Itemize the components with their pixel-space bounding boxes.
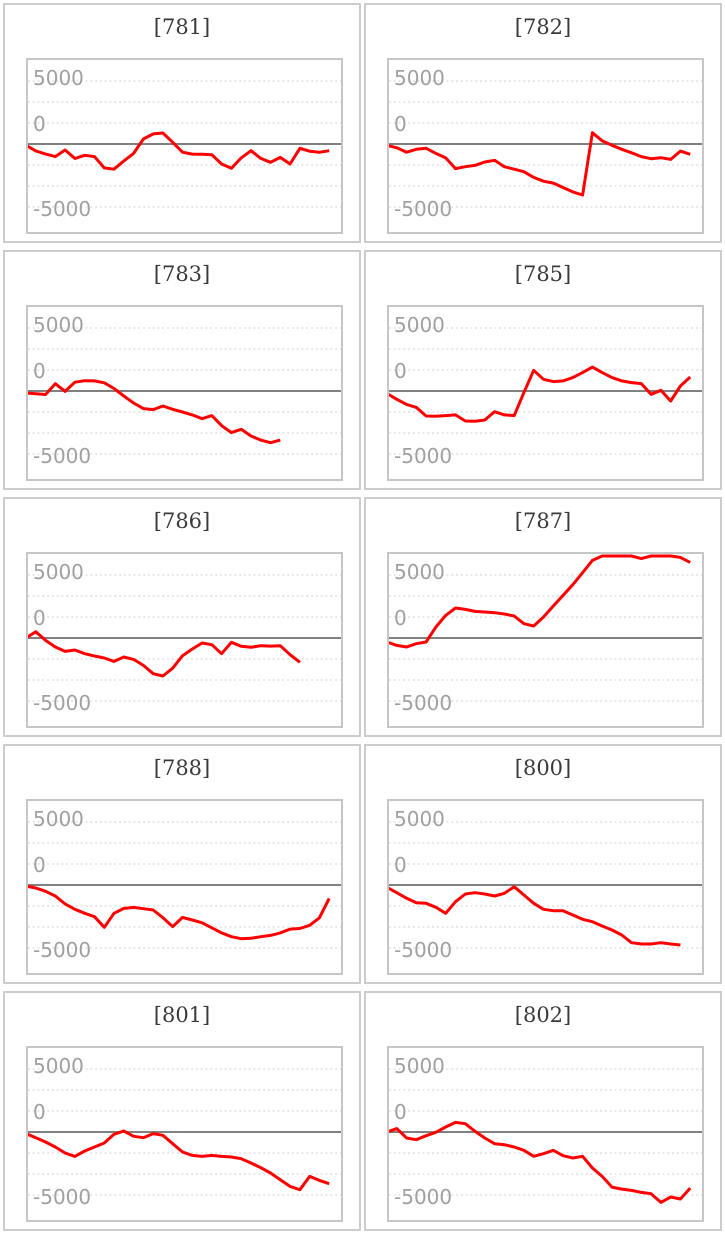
line-chart: 5000 0 -5000 xyxy=(389,807,702,962)
chart-title: [781] xyxy=(153,15,211,39)
y-tick-0: 0 xyxy=(394,359,407,383)
y-tick-5000: 5000 xyxy=(33,66,84,90)
chart-card: [801] 5000 0 -5000 xyxy=(3,991,361,1231)
line-chart: 5000 0 -5000 xyxy=(28,1054,341,1209)
y-tick-neg5000: -5000 xyxy=(394,938,452,962)
chart-title: [786] xyxy=(153,509,211,533)
data-series-line xyxy=(28,884,331,941)
line-chart: 5000 0 -5000 xyxy=(28,807,341,962)
y-tick-neg5000: -5000 xyxy=(33,444,91,468)
y-tick-0: 0 xyxy=(33,112,46,136)
y-tick-0: 0 xyxy=(394,853,407,877)
plot-area: 5000 0 -5000 xyxy=(387,58,704,234)
line-chart: 5000 0 -5000 xyxy=(28,66,341,221)
y-tick-5000: 5000 xyxy=(33,313,84,337)
y-tick-neg5000: -5000 xyxy=(394,1185,452,1209)
line-chart: 5000 0 -5000 xyxy=(389,554,702,715)
y-tick-5000: 5000 xyxy=(33,560,84,584)
plot-area: 5000 0 -5000 xyxy=(387,305,704,481)
chart-title: [785] xyxy=(514,262,572,286)
data-series-line xyxy=(389,365,692,423)
data-series-line xyxy=(28,1129,330,1192)
chart-title: [800] xyxy=(514,756,572,780)
data-series-line xyxy=(389,1120,692,1204)
data-series-line xyxy=(28,379,281,445)
y-tick-neg5000: -5000 xyxy=(33,1185,91,1209)
line-chart: 5000 0 -5000 xyxy=(28,313,341,468)
y-tick-neg5000: -5000 xyxy=(394,444,452,468)
plot-area: 5000 0 -5000 xyxy=(387,799,704,975)
data-series-line xyxy=(389,131,691,197)
chart-card: [785] 5000 0 -5000 xyxy=(364,250,722,490)
data-series-line xyxy=(389,885,681,947)
y-tick-5000: 5000 xyxy=(33,807,84,831)
data-series-line xyxy=(28,630,301,678)
line-chart: 5000 0 -5000 xyxy=(389,66,702,221)
plot-area: 5000 0 -5000 xyxy=(26,1046,343,1222)
line-chart: 5000 0 -5000 xyxy=(389,313,702,468)
y-tick-5000: 5000 xyxy=(394,807,445,831)
chart-card: [783] 5000 0 -5000 xyxy=(3,250,361,490)
y-tick-neg5000: -5000 xyxy=(33,197,91,221)
chart-card: [781] 5000 0 -5000 xyxy=(3,3,361,243)
chart-title: [788] xyxy=(153,756,211,780)
y-tick-neg5000: -5000 xyxy=(33,691,91,715)
plot-area: 5000 0 -5000 xyxy=(26,305,343,481)
chart-card: [788] 5000 0 -5000 xyxy=(3,744,361,984)
y-tick-0: 0 xyxy=(33,359,46,383)
chart-title: [801] xyxy=(153,1003,211,1027)
y-tick-0: 0 xyxy=(33,853,46,877)
plot-area: 5000 0 -5000 xyxy=(26,552,343,728)
chart-title: [782] xyxy=(514,15,572,39)
chart-title: [787] xyxy=(514,509,572,533)
data-series-line xyxy=(28,131,330,171)
y-tick-neg5000: -5000 xyxy=(394,197,452,221)
y-tick-neg5000: -5000 xyxy=(33,938,91,962)
line-chart: 5000 0 -5000 xyxy=(389,1054,702,1209)
chart-card: [802] 5000 0 -5000 xyxy=(364,991,722,1231)
y-tick-5000: 5000 xyxy=(394,1054,445,1078)
plot-area: 5000 0 -5000 xyxy=(387,1046,704,1222)
y-tick-0: 0 xyxy=(394,606,407,630)
y-tick-0: 0 xyxy=(394,112,407,136)
y-tick-neg5000: -5000 xyxy=(394,691,452,715)
y-tick-5000: 5000 xyxy=(394,560,445,584)
y-tick-5000: 5000 xyxy=(33,1054,84,1078)
chart-card: [786] 5000 0 -5000 xyxy=(3,497,361,737)
plot-area: 5000 0 -5000 xyxy=(26,799,343,975)
chart-card: [782] 5000 0 -5000 xyxy=(364,3,722,243)
y-tick-5000: 5000 xyxy=(394,66,445,90)
chart-card: [800] 5000 0 -5000 xyxy=(364,744,722,984)
plot-area: 5000 0 -5000 xyxy=(26,58,343,234)
y-tick-5000: 5000 xyxy=(394,313,445,337)
plot-area: 5000 0 -5000 xyxy=(387,552,704,728)
chart-title: [783] xyxy=(153,262,211,286)
line-chart: 5000 0 -5000 xyxy=(28,560,341,715)
y-tick-0: 0 xyxy=(394,1100,407,1124)
chart-title: [802] xyxy=(514,1003,572,1027)
chart-card: [787] 5000 0 -5000 xyxy=(364,497,722,737)
data-series-line xyxy=(389,554,691,649)
y-tick-0: 0 xyxy=(33,1100,46,1124)
y-tick-0: 0 xyxy=(33,606,46,630)
